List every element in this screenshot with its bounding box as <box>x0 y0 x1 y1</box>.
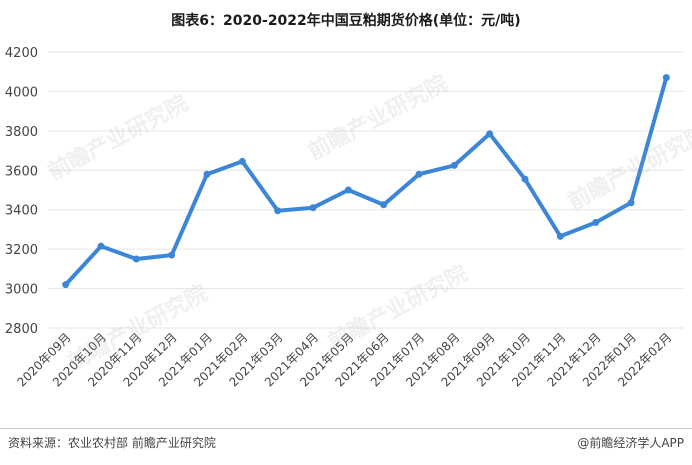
y-tick-label: 2800 <box>5 322 38 337</box>
footer-divider <box>0 428 692 429</box>
data-point <box>556 232 564 240</box>
y-tick-label: 3400 <box>5 204 38 219</box>
data-point <box>415 170 423 178</box>
y-tick-label: 4000 <box>5 85 38 100</box>
y-tick-label: 3600 <box>5 164 38 179</box>
data-point <box>380 201 388 209</box>
source-note: 资料来源：农业农村部 前瞻产业研究院 <box>8 436 216 450</box>
series-line <box>63 75 669 287</box>
chart-title: 图表6：2020-2022年中国豆粕期货价格(单位：元/吨) <box>171 13 521 29</box>
data-point <box>62 281 70 289</box>
data-point <box>521 175 529 183</box>
y-tick-label: 3800 <box>5 125 38 140</box>
data-point <box>344 186 352 194</box>
data-point <box>97 242 105 250</box>
data-point <box>168 251 176 259</box>
data-point <box>238 157 246 165</box>
data-point <box>627 199 635 207</box>
y-tick-label: 4200 <box>5 46 38 61</box>
y-tick-label: 3200 <box>5 243 38 258</box>
data-point <box>662 74 670 82</box>
data-point <box>274 207 282 215</box>
data-point <box>592 219 600 227</box>
data-point <box>132 255 140 263</box>
brand-credit: @前瞻经济学人APP <box>577 436 684 450</box>
data-point <box>203 170 211 178</box>
line-chart: 280030003200340036003800400042002020年09月… <box>5 46 684 389</box>
y-tick-label: 3000 <box>5 283 38 298</box>
data-point <box>486 130 494 138</box>
data-point <box>309 204 317 212</box>
data-point <box>450 161 458 169</box>
